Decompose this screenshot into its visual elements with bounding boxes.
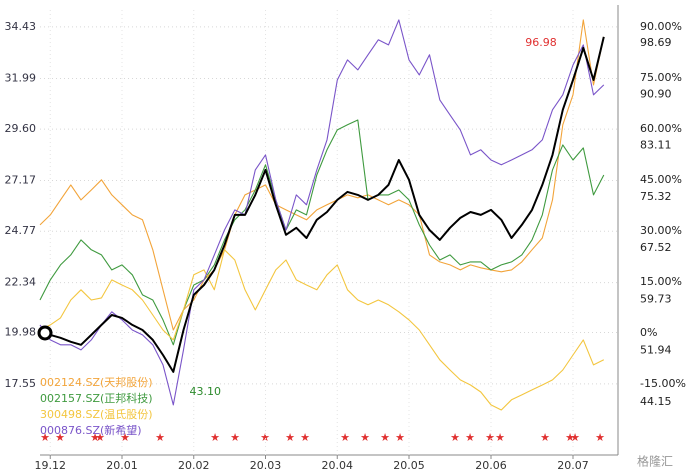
x-tick-label: 20.02 <box>178 459 210 472</box>
event-star: ★ <box>210 431 220 444</box>
series-line <box>39 19 605 406</box>
series-line <box>39 19 605 331</box>
series-line <box>39 119 605 346</box>
y-tick-label: 29.60 <box>5 122 37 135</box>
event-star: ★ <box>465 431 475 444</box>
x-tick-label: 20.06 <box>475 459 507 472</box>
x-tick-label: 20.03 <box>250 459 282 472</box>
event-star: ★ <box>260 431 270 444</box>
event-star: ★ <box>300 431 310 444</box>
y-tick-label: 17.55 <box>5 377 37 390</box>
x-tick-label: 20.07 <box>557 459 589 472</box>
y-tick-label: 27.17 <box>5 173 37 186</box>
x-tick-label: 19.12 <box>35 459 67 472</box>
event-star: ★ <box>95 431 105 444</box>
series-line <box>39 249 605 411</box>
y3-tick-label: 90.90 <box>640 87 672 100</box>
event-star: ★ <box>395 431 405 444</box>
event-star: ★ <box>540 431 550 444</box>
event-star: ★ <box>55 431 65 444</box>
y2-tick-label: 60.00% <box>640 122 682 135</box>
event-star: ★ <box>155 431 165 444</box>
event-star: ★ <box>450 431 460 444</box>
y-tick-label: 31.99 <box>5 72 37 85</box>
event-star: ★ <box>495 431 505 444</box>
y3-tick-label: 75.32 <box>640 190 672 203</box>
y3-tick-label: 83.11 <box>640 139 672 152</box>
event-star: ★ <box>485 431 495 444</box>
y3-tick-label: 67.52 <box>640 241 672 254</box>
y2-tick-label: 15.00% <box>640 275 682 288</box>
y2-tick-label: -15.00% <box>640 377 686 390</box>
y2-tick-label: 0% <box>640 326 657 339</box>
event-star: ★ <box>570 431 580 444</box>
legend-label: 002124.SZ(天邦股份) <box>40 376 153 389</box>
series-line <box>39 36 605 373</box>
y3-tick-label: 44.15 <box>640 395 672 408</box>
watermark: 格隆汇 <box>637 454 673 469</box>
legend-label: 300498.SZ(温氏股份) <box>40 408 153 421</box>
event-star: ★ <box>285 431 295 444</box>
legend-label: 000876.SZ(新希望) <box>40 423 142 437</box>
y2-tick-label: 45.00% <box>640 173 682 186</box>
annotation: 96.98 <box>525 36 557 49</box>
y3-tick-label: 51.94 <box>640 344 672 357</box>
y-tick-label: 19.98 <box>5 326 37 339</box>
event-star: ★ <box>380 431 390 444</box>
annotation: 43.10 <box>190 385 222 398</box>
event-star: ★ <box>90 431 100 444</box>
event-star: ★ <box>340 431 350 444</box>
event-star: ★ <box>230 431 240 444</box>
start-marker <box>37 325 53 341</box>
y2-tick-label: 30.00% <box>640 224 682 237</box>
x-tick-label: 20.05 <box>393 459 425 472</box>
y3-tick-label: 59.73 <box>640 292 672 305</box>
event-star: ★ <box>120 431 130 444</box>
legend-label: 002157.SZ(正邦科技) <box>40 391 153 405</box>
y-tick-label: 24.77 <box>5 224 37 237</box>
event-star: ★ <box>360 431 370 444</box>
event-star: ★ <box>40 431 50 444</box>
y2-tick-label: 90.00% <box>640 20 682 33</box>
event-star: ★ <box>595 431 605 444</box>
event-star: ★ <box>565 431 575 444</box>
y2-tick-label: 75.00% <box>640 71 682 84</box>
event-markers: ★ ★ ★★ ★ ★ ★ ★ ★ ★ ★ ★ ★ ★ ★ ★ ★ ★ ★ ★ ★★ ★ <box>40 431 605 444</box>
x-tick-label: 20.04 <box>322 459 354 472</box>
y3-tick-label: 98.69 <box>640 36 672 49</box>
x-tick-label: 20.01 <box>106 459 138 472</box>
y-tick-label: 22.34 <box>5 276 37 289</box>
y-tick-label: 34.43 <box>5 20 37 33</box>
